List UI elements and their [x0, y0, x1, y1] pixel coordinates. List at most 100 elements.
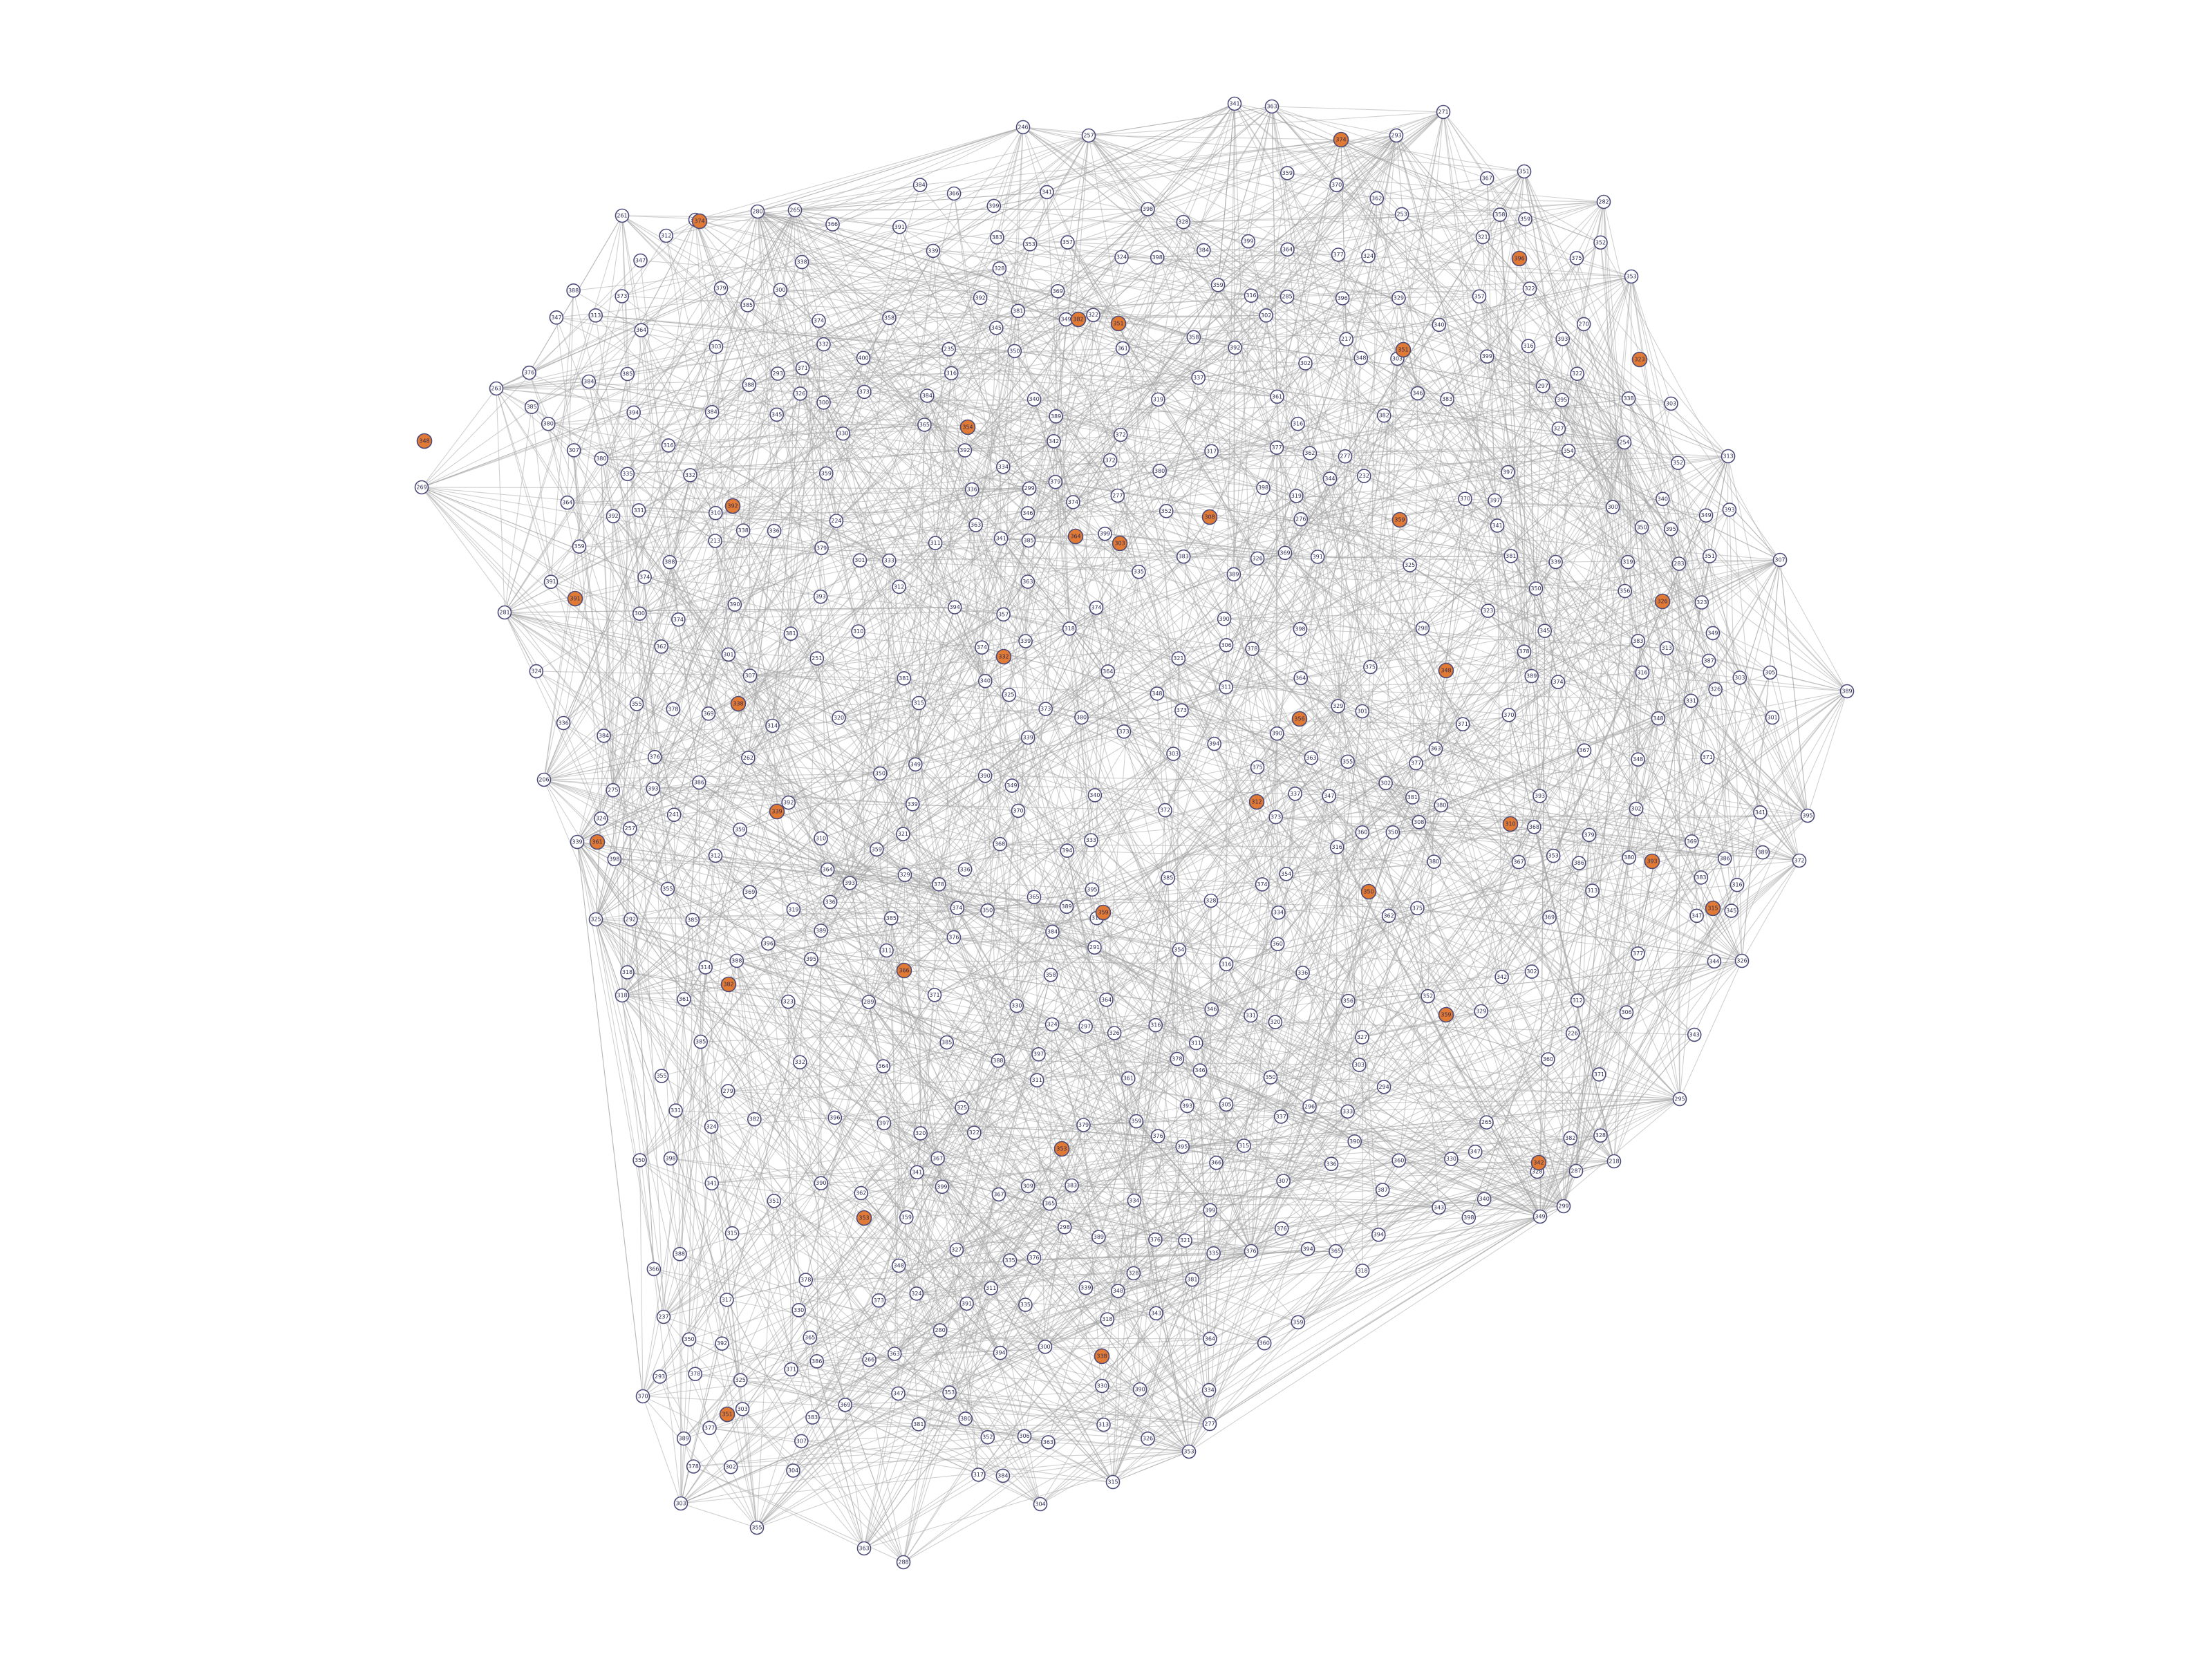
edge — [1600, 242, 1659, 719]
node-label: 348 — [1633, 756, 1643, 762]
node-circle — [620, 965, 635, 980]
node-label: 385 — [1023, 538, 1033, 544]
edge — [1014, 209, 1148, 352]
edge — [633, 412, 890, 561]
edge — [690, 373, 952, 476]
edge — [1045, 709, 1169, 879]
edge — [700, 694, 1010, 1042]
graph-node: 380 — [594, 451, 609, 466]
node-label: 336 — [1326, 1161, 1336, 1167]
graph-node: 363 — [968, 518, 983, 532]
edge — [1302, 757, 1708, 973]
edge — [1367, 198, 1378, 256]
node-label: 355 — [662, 885, 673, 892]
edge — [1575, 884, 1738, 1172]
edge — [778, 373, 1212, 452]
node-circle — [708, 505, 723, 521]
edge — [504, 215, 623, 613]
node-label: 251 — [812, 655, 822, 662]
edge — [1563, 759, 1639, 1207]
node-label: 388 — [744, 382, 754, 388]
graph-node: 326 — [1141, 1431, 1155, 1446]
graph-node: 326 — [1250, 551, 1265, 566]
edge — [1435, 498, 1466, 749]
node-circle — [993, 836, 1007, 852]
edge — [612, 516, 637, 704]
edge — [1262, 796, 1330, 885]
graph-node: 318 — [615, 988, 630, 1003]
edge — [1418, 815, 1808, 823]
node-circle — [975, 640, 989, 655]
edge — [825, 348, 950, 474]
node-circle — [1568, 1163, 1584, 1179]
node-label: 398 — [1152, 254, 1163, 261]
graph-node: 301 — [852, 553, 868, 568]
node-circle — [741, 751, 756, 765]
node-label: 381 — [899, 675, 909, 682]
node-label: 376 — [948, 934, 959, 940]
graph-node: 361 — [677, 992, 691, 1006]
node-label: 283 — [1674, 561, 1684, 567]
edge — [547, 235, 667, 424]
edge — [639, 1159, 991, 1289]
edge — [886, 694, 1010, 951]
edge — [805, 1280, 917, 1294]
node-circle — [713, 281, 729, 296]
edge — [830, 702, 919, 903]
node-label: 241 — [669, 812, 679, 818]
edge — [654, 473, 827, 758]
edge — [715, 541, 729, 655]
node-circle — [720, 1293, 734, 1307]
graph-node: 390 — [727, 597, 742, 612]
graph-node: 382 — [1376, 408, 1391, 423]
edge — [1741, 559, 1781, 962]
edge — [730, 1288, 992, 1468]
node-circle — [1550, 675, 1566, 689]
edge — [1134, 832, 1394, 1201]
node-circle — [1027, 1250, 1042, 1265]
edge — [1178, 658, 1360, 1065]
node-circle — [666, 807, 682, 822]
edge — [1264, 915, 1389, 1344]
node-circle — [957, 443, 973, 458]
edge — [1003, 614, 1070, 629]
node-label: 366 — [827, 221, 838, 227]
edge — [1727, 456, 1808, 816]
node-label: 271 — [1438, 109, 1448, 115]
node-circle — [930, 1151, 945, 1166]
node-circle — [1335, 291, 1350, 306]
edge — [715, 319, 1067, 541]
node-circle — [1150, 1129, 1165, 1143]
graph-node: 361 — [1270, 389, 1284, 404]
edge — [1276, 358, 1398, 449]
graph-node: 342 — [1047, 433, 1061, 449]
edge — [536, 671, 904, 679]
graph-node: 303 — [709, 339, 724, 355]
node-circle — [1635, 665, 1650, 680]
edge — [621, 809, 1165, 996]
node-circle — [803, 1330, 817, 1345]
edge — [920, 135, 1397, 186]
graph-node: 321 — [1171, 651, 1186, 666]
edge — [644, 577, 1000, 845]
node-circle — [1111, 1284, 1125, 1298]
edge — [1396, 135, 1525, 652]
edge — [728, 1070, 1201, 1091]
edge — [863, 357, 1179, 659]
edge — [1451, 1159, 1577, 1172]
edge — [563, 722, 751, 893]
graph-node: 365 — [1042, 1196, 1057, 1211]
edge — [1114, 972, 1303, 1034]
node-circle — [1656, 491, 1670, 507]
node-label: 373 — [617, 293, 627, 299]
edge — [736, 960, 879, 1301]
graph-node: 367 — [1577, 743, 1592, 758]
edge — [690, 368, 803, 476]
edge — [698, 538, 1002, 783]
node-circle — [1304, 751, 1319, 765]
graph-node: 350 — [632, 1153, 647, 1168]
edge — [1388, 915, 1680, 1100]
node-circle — [1219, 957, 1234, 972]
node-circle — [1427, 854, 1441, 869]
edge — [1096, 399, 1447, 608]
